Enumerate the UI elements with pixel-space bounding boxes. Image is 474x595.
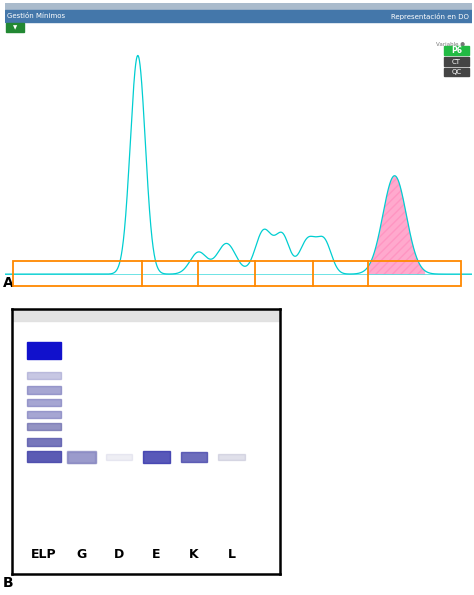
Bar xyxy=(67,452,96,463)
Bar xyxy=(27,411,62,418)
Text: G: G xyxy=(76,548,87,561)
Text: ELP: ELP xyxy=(31,548,57,561)
Bar xyxy=(67,452,96,463)
Bar xyxy=(27,372,62,379)
Bar xyxy=(27,422,62,430)
Bar xyxy=(444,58,469,66)
Bar xyxy=(27,437,62,446)
Bar xyxy=(143,451,170,463)
Bar xyxy=(181,452,207,462)
Bar xyxy=(68,452,95,462)
Text: Escala Y: Escala Y xyxy=(442,26,465,31)
Text: A: A xyxy=(3,275,14,290)
Text: K: K xyxy=(189,548,199,561)
Text: P6: P6 xyxy=(451,46,462,55)
Bar xyxy=(12,309,280,321)
Bar xyxy=(68,452,95,462)
Text: ▼: ▼ xyxy=(13,25,17,30)
Bar xyxy=(106,454,132,461)
Text: D: D xyxy=(114,548,124,561)
Text: B: B xyxy=(3,576,13,590)
Bar xyxy=(27,342,62,359)
Text: CT: CT xyxy=(452,59,461,65)
Bar xyxy=(13,261,461,286)
Text: Completo ●: Completo ● xyxy=(432,34,465,39)
Text: E: E xyxy=(152,548,161,561)
Bar xyxy=(27,451,62,462)
Bar xyxy=(444,46,469,55)
Bar xyxy=(6,23,24,32)
Text: D.O.Máx : 0,577: D.O.Máx : 0,577 xyxy=(23,37,74,42)
Text: Variable ●: Variable ● xyxy=(436,41,465,46)
Bar xyxy=(5,10,472,22)
Bar xyxy=(27,386,62,394)
Bar xyxy=(218,454,245,461)
Bar xyxy=(5,3,472,10)
Text: L: L xyxy=(228,548,236,561)
Text: Gestión Mínimos: Gestión Mínimos xyxy=(7,13,65,19)
Bar xyxy=(67,451,96,463)
Bar xyxy=(444,68,469,76)
Bar xyxy=(27,399,62,406)
Text: Pos. nº : 2: Pos. nº : 2 xyxy=(23,49,55,54)
Text: QC: QC xyxy=(451,70,462,76)
Text: Hora de lectura : 12:24: Hora de lectura : 12:24 xyxy=(23,60,97,65)
Text: Representación en DO: Representación en DO xyxy=(392,12,469,20)
Bar xyxy=(67,451,96,463)
